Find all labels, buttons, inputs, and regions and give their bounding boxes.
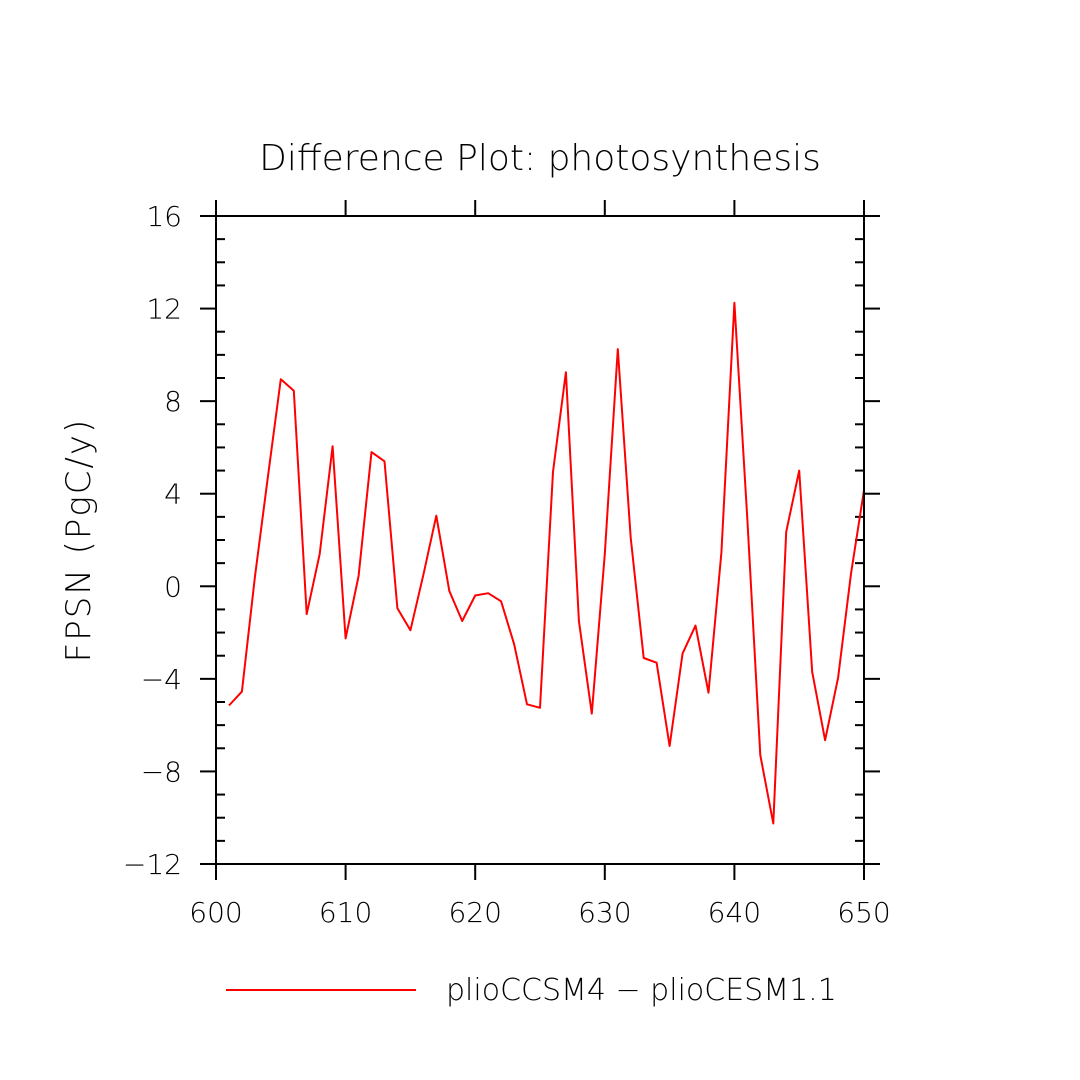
x-tick-label: 650 — [837, 896, 890, 929]
y-tick-label: 8 — [164, 385, 182, 418]
x-tick-labels: 600 610 620 630 640 650 — [189, 896, 890, 929]
y-tick-label: −8 — [141, 755, 182, 788]
series-line — [228, 301, 865, 825]
y-tick-labels: −12 −8 −4 0 4 8 12 16 — [123, 200, 182, 881]
x-tick-label: 640 — [708, 896, 761, 929]
y-axis-label: FPSN (PgC/y) — [59, 418, 99, 663]
chart-title: Difference Plot: photosynthesis — [259, 138, 821, 179]
y-tick-label: −4 — [141, 663, 182, 696]
y-tick-label: 4 — [164, 478, 182, 511]
x-tick-label: 630 — [578, 896, 631, 929]
y-tick-label: 12 — [146, 293, 182, 326]
x-tick-label: 600 — [189, 896, 242, 929]
y-tick-label: 0 — [164, 570, 182, 603]
plot-frame — [215, 215, 865, 865]
legend: plioCCSM4 − plioCESM1.1 — [226, 973, 837, 1008]
x-tick-label: 610 — [319, 896, 372, 929]
y-tick-label: 16 — [146, 200, 182, 233]
y-tick-label: −12 — [123, 848, 182, 881]
axis-ticks — [200, 200, 880, 880]
legend-label: plioCCSM4 − plioCESM1.1 — [446, 973, 837, 1008]
x-tick-label: 620 — [448, 896, 501, 929]
